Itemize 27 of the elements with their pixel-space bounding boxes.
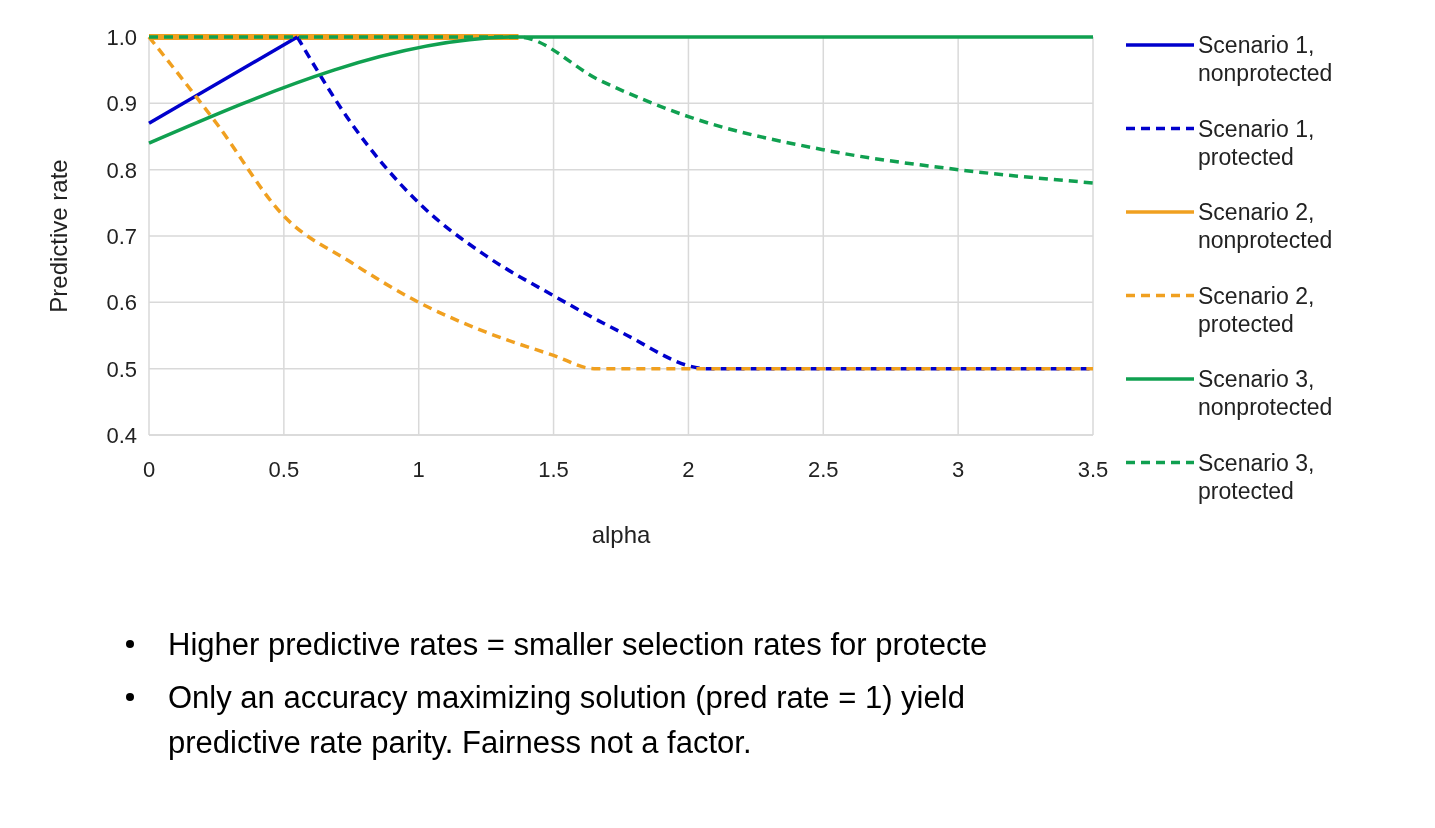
legend-label: Scenario 1, protected <box>1198 115 1315 170</box>
y-tick-label: 0.4 <box>106 423 137 448</box>
x-tick-label: 1.5 <box>538 457 569 482</box>
y-tick-label: 1.0 <box>106 25 137 50</box>
text: predictive rate parity. Fairness not a factor. <box>168 725 752 760</box>
x-tick-label: 1 <box>412 457 425 482</box>
y-tick-label: 0.6 <box>106 290 137 316</box>
text: Only an accuracy maximizing solution (pred rate = 1) yield <box>168 680 965 715</box>
legend-label: Scenario 2, protected <box>1198 282 1315 337</box>
x-tick-label: 0 <box>142 457 156 482</box>
line-series <box>147 35 1095 185</box>
y-tick-label: 0.8 <box>106 157 137 183</box>
text: Higher predictive rates = smaller selection rates for protecte <box>168 627 988 662</box>
x-tick-label: 2 <box>682 457 695 482</box>
x-tick-label: 0.5 <box>268 457 300 482</box>
x-tick-label: 3 <box>952 457 965 482</box>
x-axis-title: alpha <box>591 521 652 548</box>
x-tick-label: 3.5 <box>1077 457 1109 482</box>
legend-label: Scenario 3, nonprotected <box>1198 366 1333 420</box>
x-tick-label: 2.5 <box>807 457 839 482</box>
y-axis-title: Predictive rate <box>45 159 72 313</box>
legend-label: Scenario 2, nonprotected <box>1198 199 1333 253</box>
legend-label: Scenario 3, protected <box>1198 449 1315 504</box>
y-tick-label: 0.5 <box>106 356 137 382</box>
y-tick-label: 0.9 <box>106 91 137 117</box>
y-tick-label: 0.7 <box>106 224 137 249</box>
legend-label: Scenario 1, nonprotected <box>1198 32 1333 86</box>
